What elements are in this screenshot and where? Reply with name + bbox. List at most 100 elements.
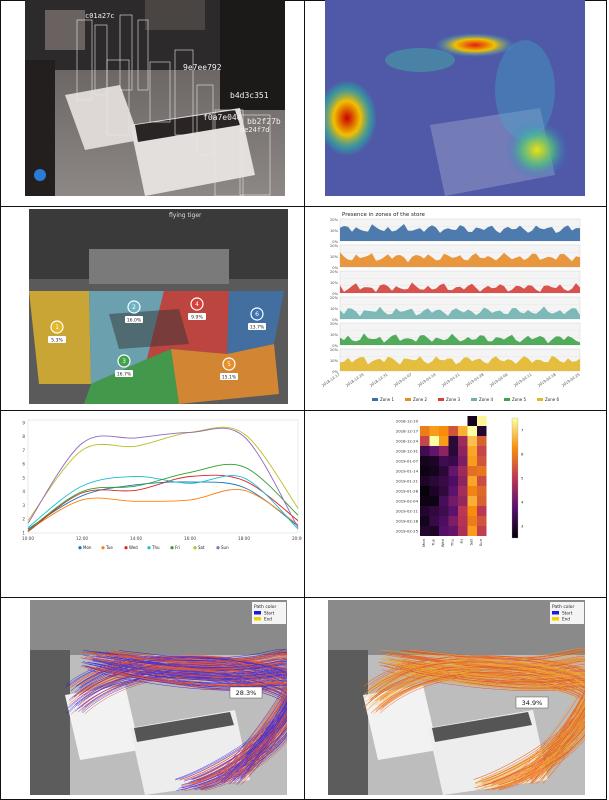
lines-frame bbox=[27, 419, 299, 534]
heat-cell bbox=[439, 416, 449, 426]
presence-legend-swatch-2 bbox=[405, 398, 411, 401]
heat-col-label: Sat bbox=[468, 538, 473, 545]
presence-ytick: 0% bbox=[332, 370, 338, 374]
presence-ytick: 10% bbox=[330, 255, 339, 259]
heat-cell bbox=[439, 446, 449, 456]
heat-cell bbox=[458, 476, 468, 486]
trajectory-path bbox=[107, 669, 287, 785]
trajectory-path bbox=[113, 669, 287, 786]
lines-ytick: 4 bbox=[22, 489, 25, 494]
presence-area-3 bbox=[340, 282, 580, 293]
trajectory-path bbox=[404, 651, 585, 776]
heat-cell bbox=[420, 436, 430, 446]
heat-cell bbox=[429, 456, 439, 466]
presence-legend-swatch-6 bbox=[537, 398, 543, 401]
trajectory-path bbox=[369, 661, 585, 783]
heat-cell bbox=[477, 486, 487, 496]
heat-cell bbox=[467, 446, 477, 456]
heat-cell bbox=[467, 516, 477, 526]
heat-cell bbox=[439, 516, 449, 526]
heat-cell bbox=[458, 416, 468, 426]
zone-pct-6: 13.7% bbox=[250, 324, 265, 330]
presence-legend-swatch-5 bbox=[504, 398, 510, 401]
heat-col-label: Tue bbox=[430, 538, 435, 546]
presence-ytick: 20% bbox=[330, 348, 339, 352]
heat-row-label: 2019-01-28 bbox=[396, 489, 419, 494]
paths-b-legend-title: Path color bbox=[552, 604, 575, 610]
heat-cell bbox=[429, 496, 439, 506]
paths-map-a: 28.3% Path color Start End bbox=[30, 600, 287, 795]
panel-weekday-heatmap: 2018-12-10 2018-12-17 2018-12-24 2018-12-31… bbox=[380, 412, 540, 562]
heat-row-label: 2019-02-11 bbox=[396, 509, 419, 514]
heat-col-label: Fri bbox=[459, 539, 464, 544]
paths-map-b: 34.9% Path color Start End bbox=[328, 600, 585, 795]
lines-legend-swatch-fri bbox=[170, 546, 174, 550]
line-series-fri bbox=[27, 463, 299, 531]
heat-cell bbox=[477, 476, 487, 486]
lines-xtick: 12:00 bbox=[76, 536, 88, 541]
presence-chart: Presence in zones of the store 20%10%0%2… bbox=[321, 212, 580, 402]
heat-cell bbox=[448, 526, 458, 536]
heat-cell bbox=[448, 466, 458, 476]
heat-cell bbox=[420, 506, 430, 516]
trajectory-path bbox=[377, 671, 585, 788]
heat-cell bbox=[467, 496, 477, 506]
paths-b-legend-end: End bbox=[562, 617, 570, 622]
trajectory-path bbox=[373, 677, 585, 791]
heat-cell bbox=[439, 486, 449, 496]
colorbar-tick: 3 bbox=[521, 524, 524, 529]
trajectory-path bbox=[381, 658, 585, 780]
panel-zones: flying tiger 1 5.3% 2 16.0% 3 16.7% 4 9.9% 5 15.1… bbox=[29, 209, 288, 404]
heat-cell bbox=[420, 446, 430, 456]
trajectory-path bbox=[390, 666, 585, 784]
lines-ytick: 2 bbox=[22, 517, 25, 522]
zone-number-6: 6 bbox=[255, 311, 259, 318]
heat-cell bbox=[467, 476, 477, 486]
trajectory-path bbox=[70, 659, 287, 782]
track-id-5: de24f7d bbox=[240, 126, 270, 134]
trajectory-path bbox=[86, 656, 287, 779]
presence-legend-swatch-1 bbox=[372, 398, 378, 401]
heat-cell bbox=[477, 516, 487, 526]
presence-ytick: 0% bbox=[332, 292, 338, 296]
lines-legend-swatch-tue bbox=[101, 546, 105, 550]
zone-pct-5: 15.1% bbox=[222, 374, 237, 380]
heat-row-label: 2019-01-07 bbox=[396, 459, 419, 464]
presence-area-1 bbox=[340, 224, 580, 241]
heat-col-label: Sun bbox=[478, 538, 483, 546]
heat-cell bbox=[448, 486, 458, 496]
colorbar-tick: 6 bbox=[521, 452, 524, 457]
lines-legend-swatch-sat bbox=[193, 546, 197, 550]
heat-cell bbox=[458, 456, 468, 466]
presence-ytick: 20% bbox=[330, 322, 339, 326]
zone-number-3: 3 bbox=[122, 358, 126, 365]
presence-legend-label-6: Zone 6 bbox=[545, 397, 559, 402]
lines-xtick: 14:00 bbox=[130, 536, 142, 541]
zone-number-4: 4 bbox=[195, 301, 199, 308]
heat-row-label: 2018-12-24 bbox=[396, 439, 419, 444]
heat-cell bbox=[439, 466, 449, 476]
heat-cell bbox=[477, 436, 487, 446]
zone-pct-box-3 bbox=[115, 370, 133, 377]
heat-colorbar bbox=[511, 417, 519, 539]
paths-a-legend-start: Start bbox=[264, 611, 275, 616]
border-left bbox=[0, 0, 1, 800]
lines-xtick: 18:00 bbox=[238, 536, 250, 541]
track-id-2: f0a7e04e bbox=[203, 113, 242, 122]
zone-pct-box-4 bbox=[188, 313, 206, 320]
presence-ytick: 10% bbox=[330, 333, 339, 337]
zone-pct-3: 16.7% bbox=[117, 371, 132, 377]
presence-ytick: 20% bbox=[330, 296, 339, 300]
presence-ytick: 0% bbox=[332, 318, 338, 322]
heat-cell bbox=[448, 456, 458, 466]
zone-pct-4: 9.9% bbox=[191, 314, 203, 320]
presence-ytick: 20% bbox=[330, 270, 339, 274]
presence-legend-label-5: Zone 5 bbox=[512, 397, 526, 402]
panel-daily-lines: 1 2 3 4 5 6 7 8 9 10:00 12:00 14:00 16:00 18:00 20:00 M… bbox=[10, 415, 302, 555]
trajectory-path bbox=[81, 675, 287, 791]
border-row1 bbox=[0, 206, 607, 207]
presence-xtick: 2019-02-25 bbox=[561, 373, 580, 388]
heat-cell bbox=[467, 416, 477, 426]
paths-b-legend-start: Start bbox=[562, 611, 573, 616]
paths-a-legend-end: End bbox=[264, 617, 272, 622]
